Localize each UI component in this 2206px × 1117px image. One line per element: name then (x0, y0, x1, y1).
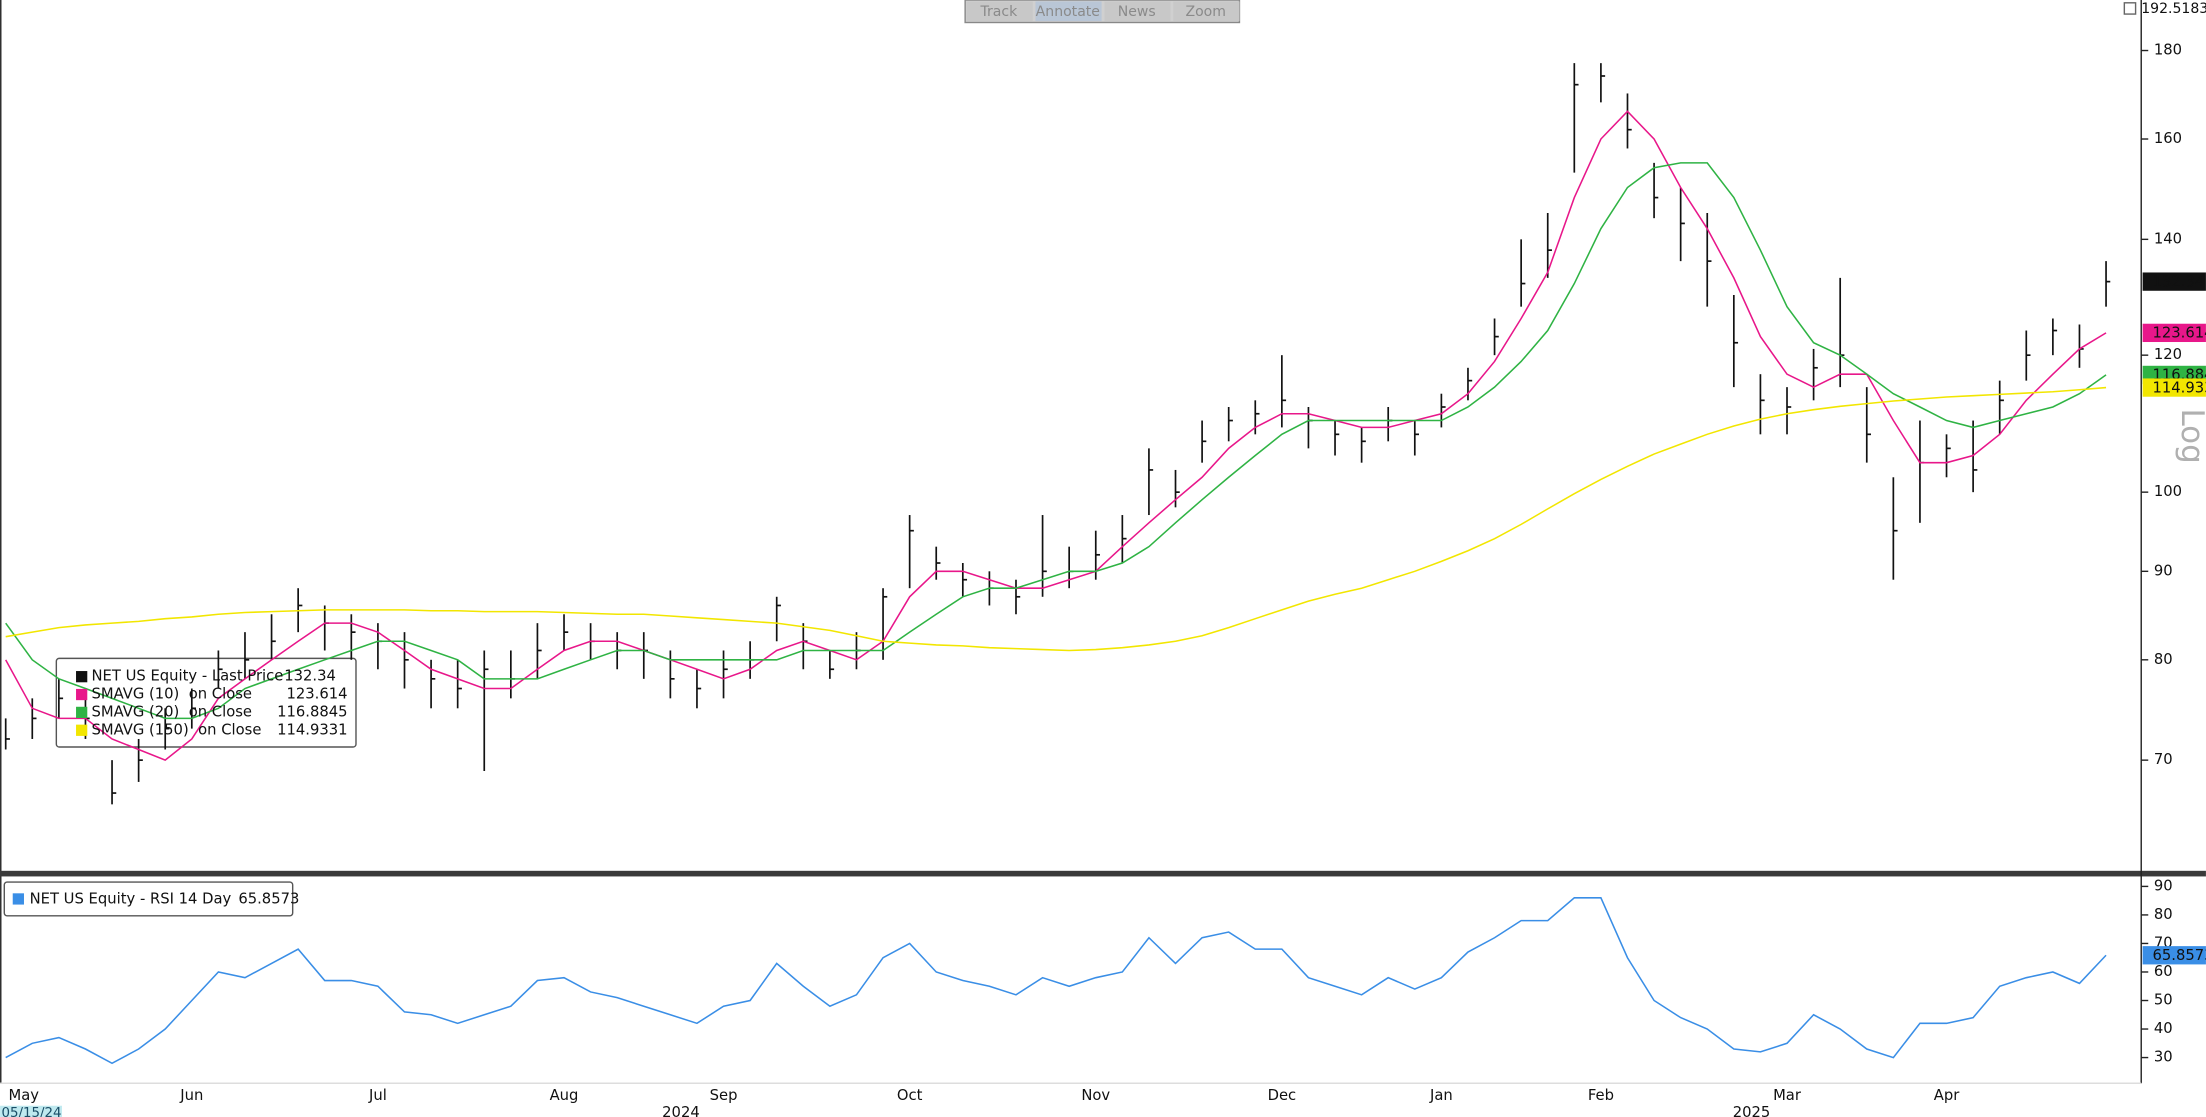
legend-text: NET US Equity - RSI 14 Day 65.8573 (30, 891, 300, 908)
legend-swatch (76, 706, 88, 719)
x-tick-label: Dec (1268, 1087, 1297, 1104)
value-tag-label: 114.9331 (2152, 379, 2206, 396)
toolbar-button-label: News (1118, 4, 1156, 20)
x-tick-label: Sep (710, 1087, 738, 1104)
x-tick-label: May (9, 1087, 40, 1104)
value-tag-box (2142, 323, 2206, 343)
legend-value: 65.8573 (238, 891, 299, 908)
x-tick-label: Oct (897, 1087, 923, 1104)
x-tick-label: Jun (179, 1087, 203, 1104)
legend-label: SMAVG (10) on Close (92, 686, 253, 703)
value-tag-label: 123.614 (2152, 325, 2206, 342)
panel-separator (0, 870, 2206, 877)
y-tick-label: 100 (2154, 483, 2182, 500)
y-tick-label: 140 (2154, 230, 2182, 247)
value-tag: 114.9331 (2142, 378, 2206, 397)
y-tick-label: 90 (2154, 877, 2173, 894)
series-line (5, 386, 2107, 652)
rsi-legend (3, 881, 294, 917)
axis-top-icon (2123, 2, 2137, 15)
x-tick-label: Nov (1081, 1087, 1110, 1104)
legend-label: SMAVG (150) on Close (92, 721, 262, 738)
series-line (5, 110, 2107, 762)
value-tag: 123.614 (2142, 323, 2206, 343)
axis-label: Log (2174, 408, 2206, 463)
series-line (5, 897, 2107, 1065)
legend-value: 116.8845 (277, 703, 347, 720)
legend-label: NET US Equity - RSI 14 Day (30, 891, 232, 908)
toolbar-button[interactable] (1035, 1, 1102, 22)
y-tick-label: 40 (2154, 1020, 2173, 1037)
value-tag: 132.34 (2142, 272, 2206, 291)
y-tick-label: 180 (2154, 42, 2182, 59)
y-tick-label: 60 (2154, 963, 2173, 980)
start-date-box (0, 1105, 62, 1117)
y-tick-label: 120 (2154, 346, 2182, 363)
y-tick-label: 90 (2154, 562, 2173, 579)
y-tick-label: 160 (2154, 130, 2182, 147)
start-date: 05/15/24 (1, 1106, 61, 1117)
x-tick-label: Feb (1588, 1087, 1614, 1104)
y-tick-label: 50 (2154, 992, 2173, 1009)
value-tag-box (2142, 272, 2206, 291)
toolbar-button-label: Annotate (1036, 4, 1100, 20)
toolbar-button[interactable] (1173, 1, 1240, 22)
legend-swatch (76, 688, 88, 701)
year-label: 2024 (662, 1104, 700, 1117)
toolbar-button[interactable] (966, 1, 1033, 22)
legend-swatch (12, 893, 24, 905)
toolbar-button-label: Zoom (1185, 4, 1226, 20)
value-tag-label: 65.8573 (2152, 947, 2206, 964)
price-legend (55, 657, 357, 748)
legend-label: NET US Equity - Last Price (92, 668, 284, 685)
legend-swatch (76, 724, 88, 736)
value-tag-box (2142, 378, 2206, 397)
legend-swatch (76, 671, 88, 683)
value-tag-label: 132.34 (2152, 273, 2204, 290)
y-tick-label: 70 (2154, 751, 2173, 768)
toolbar-button[interactable] (1104, 1, 1171, 22)
x-tick-label: Mar (1773, 1087, 1802, 1104)
toolbar-button-label: Track (980, 4, 1019, 20)
value-tag-box (2142, 946, 2206, 965)
year-label: 2025 (1733, 1104, 1771, 1117)
x-tick-label: Apr (1934, 1087, 1960, 1104)
series-line (5, 162, 2107, 720)
legend-value: 132.34 (284, 668, 336, 685)
legend-label: SMAVG (20) on Close (92, 703, 253, 720)
axis-top-label: 192.5183 (2141, 1, 2206, 17)
x-tick-label: Jul (368, 1087, 387, 1104)
value-tag: 65.8573 (2142, 946, 2206, 965)
x-tick-label: Jan (1429, 1087, 1453, 1104)
y-tick-label: 80 (2154, 906, 2173, 923)
x-tick-label: Aug (550, 1087, 579, 1104)
y-tick-label: 80 (2154, 651, 2173, 668)
legend-value: 123.614 (286, 686, 347, 703)
y-tick-label: 30 (2154, 1049, 2173, 1066)
legend-value: 114.9331 (277, 721, 347, 738)
